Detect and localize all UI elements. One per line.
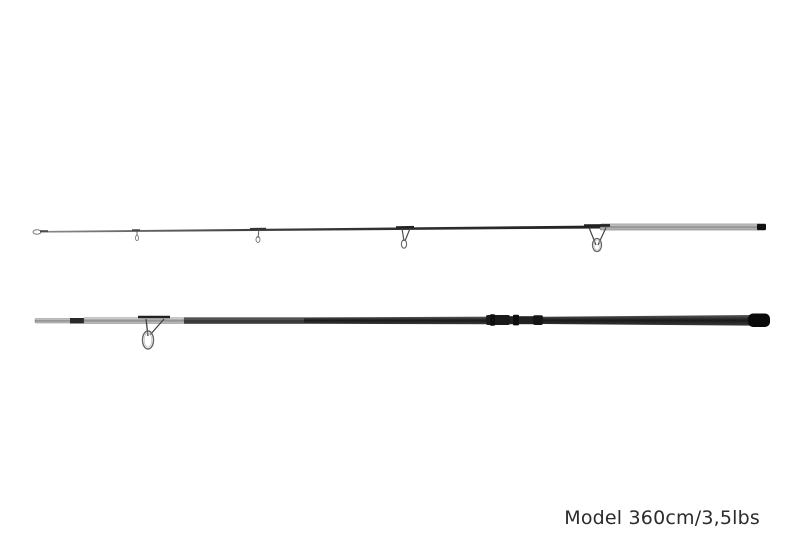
butt-spigot-band (70, 318, 84, 324)
butt-lower-blank (543, 315, 750, 326)
guide-icon (138, 315, 170, 350)
guide-icon (249, 227, 267, 243)
guide-icon (395, 225, 415, 249)
butt-silver-blank (83, 317, 185, 324)
model-caption: Model 360cm/3,5lbs (564, 507, 760, 529)
reel-seat (486, 314, 543, 326)
butt-main-blank (304, 316, 490, 325)
tip-joint-sleeve (599, 223, 761, 231)
butt-cap (748, 313, 770, 327)
tip-top-guide-icon (32, 229, 48, 235)
tip-blank (40, 225, 600, 233)
tip-end-cap (757, 223, 766, 231)
tip-section (32, 223, 766, 253)
guide-icon (132, 229, 140, 241)
butt-section (34, 313, 770, 350)
butt-weave-blank (184, 317, 304, 324)
guide-icon (583, 224, 611, 253)
